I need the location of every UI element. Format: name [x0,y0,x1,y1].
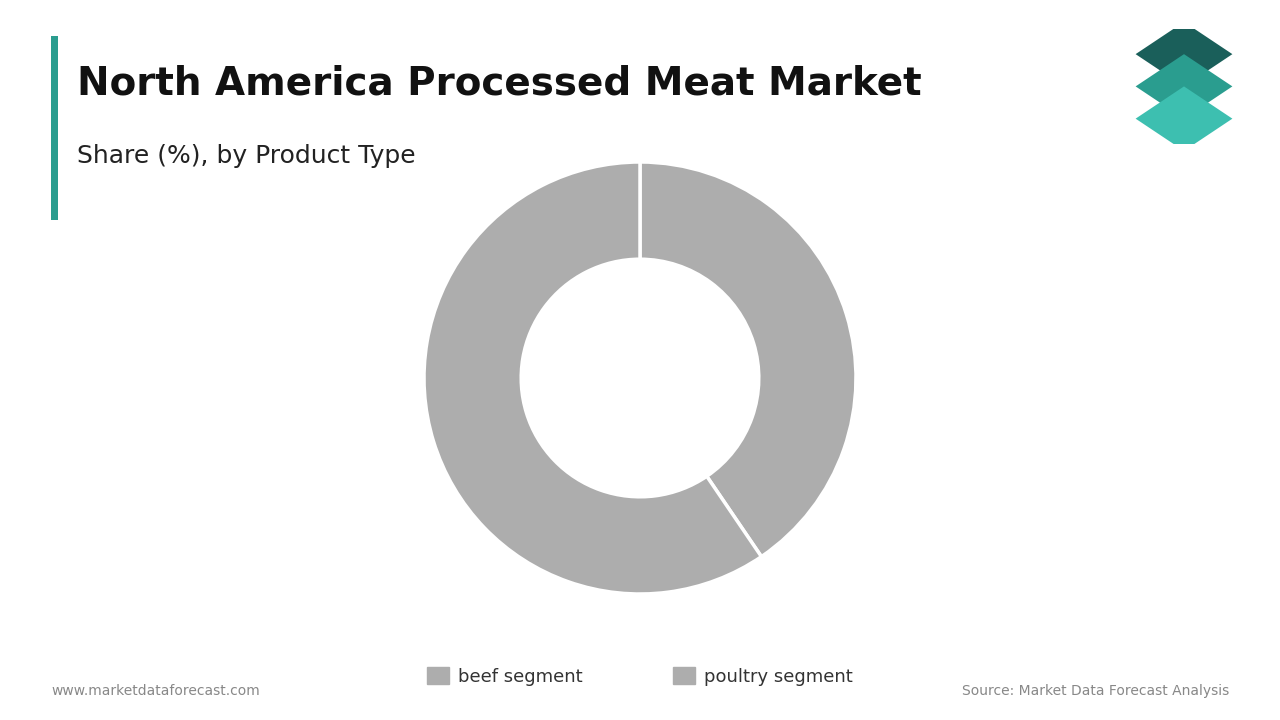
Polygon shape [1135,22,1233,86]
Text: Source: Market Data Forecast Analysis: Source: Market Data Forecast Analysis [961,684,1229,698]
Text: www.marketdataforecast.com: www.marketdataforecast.com [51,684,260,698]
Polygon shape [1135,54,1233,119]
Wedge shape [424,162,762,594]
FancyBboxPatch shape [51,36,58,220]
Text: North America Processed Meat Market: North America Processed Meat Market [77,65,922,103]
Legend: beef segment, poultry segment: beef segment, poultry segment [420,660,860,693]
Polygon shape [1135,86,1233,151]
Text: Share (%), by Product Type: Share (%), by Product Type [77,144,416,168]
Wedge shape [640,162,856,557]
